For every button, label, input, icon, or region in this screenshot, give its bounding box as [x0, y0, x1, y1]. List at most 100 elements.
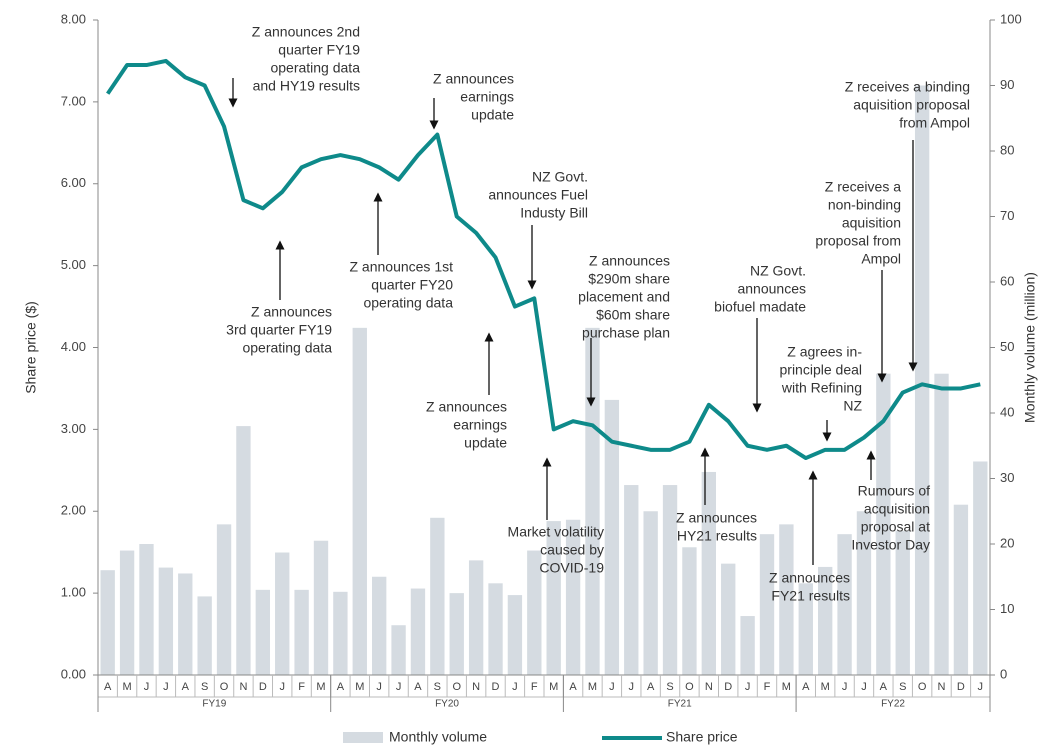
annotation-text: earnings: [453, 417, 507, 433]
bar: [410, 588, 426, 675]
x-tick-label: M: [549, 681, 558, 693]
bar: [643, 511, 658, 675]
x-tick-label: M: [355, 681, 364, 693]
annotation: Z receives a binding aquisition proposal f…: [845, 79, 970, 372]
x-tick-label: J: [978, 681, 984, 693]
annotation: NZ Govt. announces biofuel madate: [714, 263, 806, 413]
bar: [507, 595, 523, 675]
bar: [197, 596, 212, 675]
y2-tick-label: 100: [1000, 11, 1022, 26]
annotation-text: FY21 results: [771, 588, 850, 604]
y-tick-label: 0.00: [61, 666, 86, 681]
annotation: Z announces 2nd quarter FY19 operating dat…: [228, 24, 360, 108]
annotation-text: Z announces: [251, 304, 332, 320]
annotation-text: principle deal: [780, 362, 863, 378]
annotation-text: Ampol: [861, 251, 901, 267]
y-tick-label: 3.00: [61, 421, 86, 436]
y2-axis-label: Monthly volume (million): [1022, 272, 1038, 423]
annotation-text: quarter FY20: [371, 277, 453, 293]
annotation-text: Z announces: [433, 71, 514, 87]
x-tick-label: M: [821, 681, 830, 693]
bar: [352, 327, 367, 675]
bar: [779, 524, 794, 675]
bar: [604, 399, 620, 675]
x-tick-label: O: [220, 681, 229, 693]
bar: [488, 583, 503, 675]
x-tick-label: A: [569, 681, 577, 693]
annotation-text: non-binding: [828, 197, 901, 213]
x-tick-label: J: [144, 681, 150, 693]
annotation-text: Investor Day: [851, 537, 930, 553]
x-tick-label: N: [239, 681, 247, 693]
bar: [255, 589, 271, 675]
x-tick-label: J: [861, 681, 867, 693]
x-tick-label: J: [745, 681, 751, 693]
bar: [527, 550, 542, 675]
x-tick-label: A: [880, 681, 888, 693]
bar: [721, 563, 736, 675]
fy-label: FY20: [435, 699, 459, 710]
x-tick-label: M: [782, 681, 791, 693]
x-tick-label: D: [492, 681, 500, 693]
annotation-text: quarter FY19: [278, 42, 360, 58]
x-tick-label: S: [666, 681, 673, 693]
y2-tick-label: 80: [1000, 142, 1014, 157]
x-tick-label: S: [434, 681, 441, 693]
y-tick-label: 7.00: [61, 93, 86, 108]
y2-tick-label: 20: [1000, 535, 1014, 550]
bar: [817, 566, 833, 675]
share-price-line: [106, 58, 981, 461]
annotation-text: Z announces: [426, 399, 507, 415]
annotation-text: Rumours of: [858, 483, 930, 499]
annotation: Z agrees in-principle deal with Refining N…: [780, 344, 863, 442]
bar: [876, 373, 891, 675]
x-tick-label: D: [724, 681, 732, 693]
bar: [934, 373, 949, 675]
x-tick-label: A: [337, 681, 345, 693]
fy-label: FY22: [881, 699, 905, 710]
bar: [837, 534, 852, 675]
x-tick-label: J: [629, 681, 635, 693]
annotation: Z announces FY21 results: [769, 470, 850, 604]
annotation-text: announces Fuel: [488, 187, 588, 203]
x-tick-label: A: [414, 681, 422, 693]
annotation-text: and HY19 results: [253, 78, 360, 94]
annotation-text: operating data: [242, 340, 332, 356]
bar: [100, 570, 115, 675]
bar: [701, 471, 717, 675]
bar: [895, 530, 910, 675]
fy-label: FY19: [202, 699, 226, 710]
annotation-text: operating data: [270, 60, 360, 76]
y-tick-label: 5.00: [61, 257, 86, 272]
x-tick-label: A: [104, 681, 112, 693]
bar: [313, 540, 329, 675]
y2-tick-label: 60: [1000, 273, 1014, 288]
annotation-text: $60m share: [596, 307, 670, 323]
bar: [759, 534, 775, 675]
bar: [662, 485, 678, 675]
annotation-text: Market volatility: [508, 524, 604, 540]
annotation-text: earnings: [460, 89, 514, 105]
x-tick-label: O: [452, 681, 461, 693]
bar: [158, 567, 174, 675]
legend-swatch: [343, 732, 383, 743]
x-tick-label: D: [957, 681, 965, 693]
annotation-text: Z announces 2nd: [252, 24, 360, 40]
annotation: Z receives a non-binding aquisition proposa…: [815, 179, 901, 383]
y2-tick-label: 40: [1000, 404, 1014, 419]
bar: [585, 327, 600, 675]
annotation-text: update: [464, 435, 507, 451]
bar: [914, 85, 930, 675]
bar: [371, 576, 387, 675]
annotation: Z announces earnings update: [426, 332, 507, 451]
annotation-text: aquisition: [842, 215, 901, 231]
x-tick-label: J: [376, 681, 382, 693]
annotation-text: proposal from: [815, 233, 901, 249]
legend-label: Share price: [666, 729, 738, 745]
annotation: Z announces $290m share placement and $60m …: [578, 253, 670, 407]
bar: [178, 573, 193, 675]
annotation-text: announces: [737, 281, 806, 297]
annotation-text: NZ Govt.: [750, 263, 806, 279]
x-tick-label: J: [512, 681, 518, 693]
